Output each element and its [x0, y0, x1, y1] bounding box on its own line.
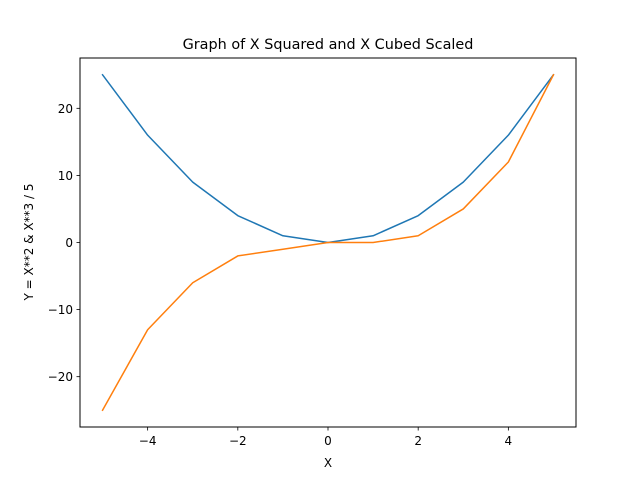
x-tick-label: −2	[229, 434, 247, 448]
x-tick-label: 0	[324, 434, 332, 448]
x-axis-label: X	[324, 456, 332, 470]
series-layer	[101, 73, 555, 412]
y-tick-label: −20	[48, 370, 73, 384]
chart-title: Graph of X Squared and X Cubed Scaled	[183, 37, 474, 53]
y-tick-label: 10	[58, 169, 73, 183]
y-tick-label: −10	[48, 303, 73, 317]
y-axis: −20 −10 0 10 20	[48, 102, 80, 384]
y-tick-label: 20	[58, 102, 73, 116]
x-tick-label: −4	[139, 434, 157, 448]
series-line-2	[101, 73, 555, 412]
x-tick-label: 4	[505, 434, 513, 448]
x-tick-label: 2	[414, 434, 422, 448]
y-tick-label: 0	[65, 236, 73, 250]
y-axis-label: Y = X**2 & X**3 / 5	[22, 183, 36, 301]
x-axis: −4 −2 0 2 4	[139, 427, 512, 448]
